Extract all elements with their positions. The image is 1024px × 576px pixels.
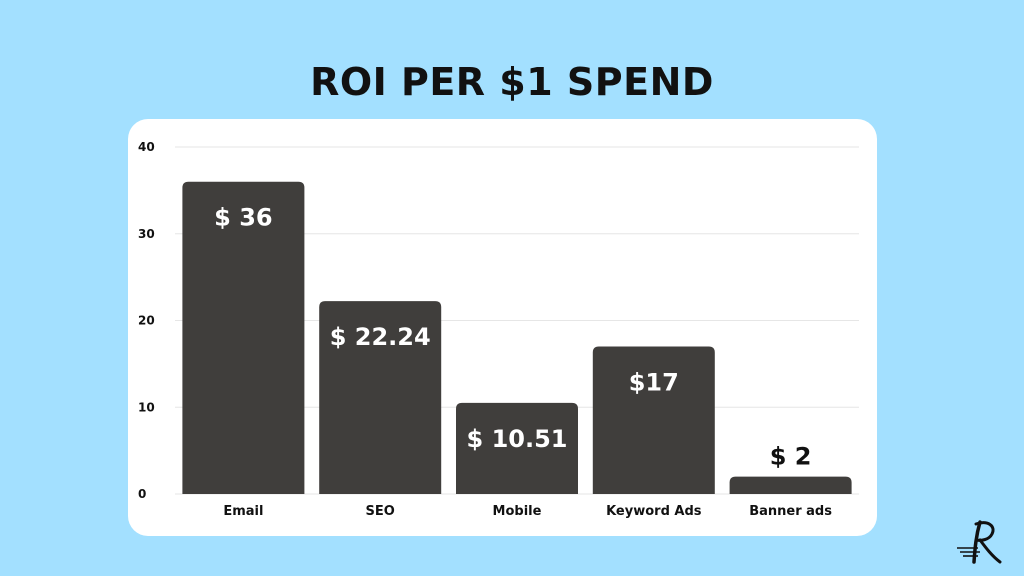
bar-mobile <box>456 402 578 494</box>
y-tick-label: 30 <box>138 227 155 241</box>
letter-r-logo-icon <box>957 520 1002 564</box>
bar-seo <box>319 301 442 494</box>
data-label: $ 2 <box>770 443 812 471</box>
data-label: $ 10.51 <box>467 425 568 453</box>
data-label: $17 <box>629 369 679 397</box>
x-tick-label: Banner ads <box>749 504 832 519</box>
bar-keyword-ads <box>592 346 715 494</box>
x-axis-labels: Email SEO Mobile Keyword Ads Banner ads <box>223 504 832 519</box>
bar-banner-ads <box>729 476 852 494</box>
y-tick-label: 0 <box>138 487 146 501</box>
y-tick-label: 20 <box>138 314 155 328</box>
y-axis-ticks: 0 10 20 30 40 <box>138 140 155 501</box>
chart-title: ROI PER $1 SPEND <box>310 60 714 104</box>
bar-chart: 0 10 20 30 40 $ 36 $ 22.24 $ 10.51 $17 $ 2 Email… <box>138 140 859 519</box>
x-tick-label: SEO <box>366 504 395 519</box>
y-tick-label: 40 <box>138 140 155 154</box>
data-label: $ 22.24 <box>330 323 431 351</box>
x-tick-label: Mobile <box>493 504 542 519</box>
bars: $ 36 $ 22.24 $ 10.51 $17 $ 2 <box>182 181 852 494</box>
bar-email <box>182 181 305 494</box>
chart-panel: 0 10 20 30 40 $ 36 $ 22.24 $ 10.51 $17 $ 2 Email… <box>128 119 877 536</box>
data-label: $ 36 <box>214 204 272 232</box>
x-tick-label: Keyword Ads <box>606 504 702 519</box>
y-tick-label: 10 <box>138 400 155 414</box>
x-tick-label: Email <box>223 504 263 519</box>
